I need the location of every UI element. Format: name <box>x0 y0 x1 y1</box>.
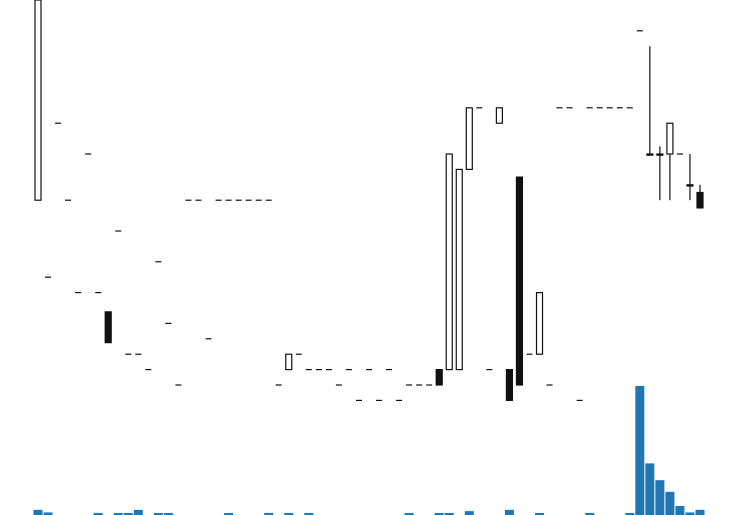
candle-body-down <box>435 369 443 386</box>
volume-bar-12 <box>153 513 163 515</box>
candle-body-up <box>495 107 503 124</box>
candles-layer <box>34 0 704 402</box>
candle-46 <box>495 107 503 124</box>
candle-body-up <box>656 153 664 156</box>
candle-48 <box>515 176 524 386</box>
candle-body-down <box>505 369 514 402</box>
volume-bar-61 <box>645 463 655 515</box>
candle-41 <box>445 153 453 371</box>
candle-50 <box>535 292 544 355</box>
candle-61 <box>646 46 654 156</box>
volume-bar-10 <box>133 509 143 515</box>
candle-42 <box>455 168 463 371</box>
candle-65 <box>686 154 694 201</box>
volume-bar-65 <box>685 512 695 515</box>
candle-47 <box>505 369 514 402</box>
volume-bar-62 <box>655 480 665 515</box>
volume-bar-66 <box>695 509 705 515</box>
candle-25 <box>285 353 293 371</box>
volume-bar-25 <box>284 513 294 515</box>
candle-body-up <box>666 122 674 155</box>
volume-bar-23 <box>264 513 274 515</box>
candle-body-up <box>535 292 544 355</box>
candle-body-up <box>465 107 473 171</box>
candle-63 <box>666 122 674 201</box>
candle-body-up <box>686 184 694 187</box>
volume-bar-43 <box>464 511 474 515</box>
volume-bar-27 <box>304 513 314 515</box>
volume-bar-1 <box>43 512 53 515</box>
volume-bar-19 <box>224 513 234 515</box>
candle-body-down <box>104 311 112 344</box>
volume-bar-50 <box>535 513 545 515</box>
candle-body-up <box>285 353 293 371</box>
candle-body-down <box>515 176 524 386</box>
volume-bar-47 <box>504 509 514 515</box>
candle-body-up <box>445 153 453 371</box>
candle-body-up <box>646 153 654 156</box>
volume-bar-9 <box>123 513 133 515</box>
volume-bars-layer <box>33 386 705 515</box>
candle-body-up <box>34 0 42 201</box>
volume-bar-55 <box>585 513 595 515</box>
volume-bar-59 <box>625 513 635 515</box>
candle-40 <box>435 369 443 386</box>
volume-bar-64 <box>675 505 685 515</box>
candle-43 <box>465 107 473 171</box>
volume-bar-41 <box>444 513 454 515</box>
volume-bar-40 <box>434 513 444 515</box>
candle-body-down <box>696 191 704 209</box>
volume-bar-0 <box>33 509 43 515</box>
volume-bar-13 <box>163 513 173 515</box>
volume-bar-63 <box>665 491 675 515</box>
volume-bar-6 <box>93 513 103 515</box>
candle-body-up <box>455 168 463 371</box>
candle-0 <box>34 0 42 201</box>
volume-bar-8 <box>113 513 123 515</box>
volume-bar-60 <box>635 386 645 515</box>
volume-bar-37 <box>404 513 414 515</box>
candle-62 <box>656 146 664 201</box>
candle-7 <box>104 311 112 344</box>
candle-66 <box>696 184 704 209</box>
